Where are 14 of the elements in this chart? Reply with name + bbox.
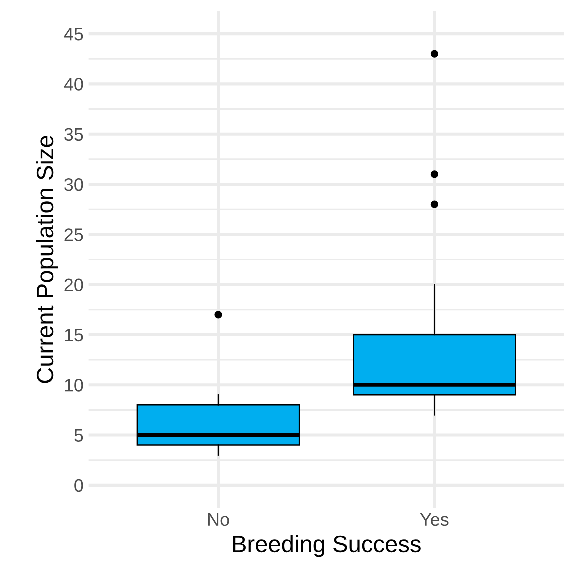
x-tick-label: No	[208, 514, 230, 526]
y-tick-label: 30	[64, 178, 84, 192]
y-tick-label: 10	[65, 379, 84, 392]
y-tick-label: 5	[74, 429, 84, 442]
y-tick-label: 15	[65, 329, 84, 342]
y-tick-label: 45	[64, 28, 84, 41]
x-tick-label: Yes	[420, 514, 449, 526]
y-tick-label: 35	[64, 128, 84, 142]
y-tick-label: 25	[64, 228, 84, 242]
y-axis-title: Current Population Size	[36, 136, 58, 384]
y-tick-label: 0	[74, 479, 84, 492]
x-axis-title: Breeding Success	[233, 535, 421, 558]
y-tick-label: 20	[64, 278, 84, 292]
y-tick-label: 40	[64, 78, 84, 91]
